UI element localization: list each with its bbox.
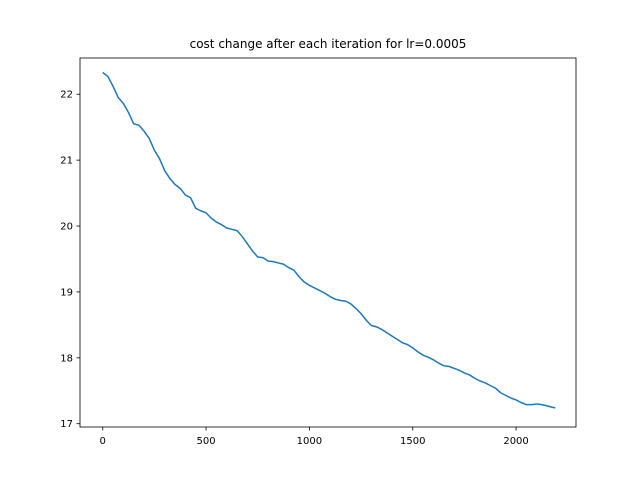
x-tick-label: 1500: [400, 436, 425, 447]
axes-frame: [79, 57, 577, 428]
x-axis: 0 500 1000 1500 2000: [100, 427, 529, 447]
y-tick-label: 21: [60, 156, 73, 167]
y-tick-label: 18: [60, 353, 73, 364]
plot-area: [102, 71, 556, 409]
y-tick-label: 20: [60, 222, 73, 233]
y-tick-label: 19: [60, 287, 73, 298]
y-tick-label: 22: [60, 90, 73, 101]
y-tick-label: 17: [60, 419, 73, 430]
x-tick-label: 500: [197, 436, 216, 447]
series-line-0: [102, 71, 556, 409]
x-tick-label: 0: [100, 436, 106, 447]
x-tick-label: 1000: [297, 436, 322, 447]
y-axis: 17 18 19 20 21 22: [60, 90, 80, 430]
x-tick-label: 2000: [503, 436, 528, 447]
chart-title: cost change after each iteration for lr=…: [190, 37, 467, 51]
